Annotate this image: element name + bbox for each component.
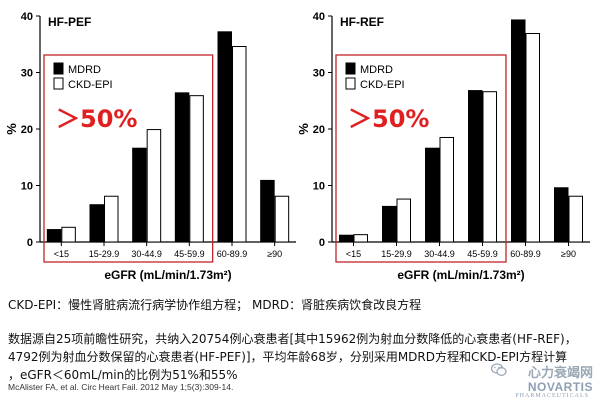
chart1-mdrd-bar (132, 147, 147, 243)
chart2-y-tick-label: 30 (313, 68, 325, 80)
chart2-mdrd-bar (554, 187, 569, 243)
reference-citation: McAlister FA, et al. Circ Heart Fail. 20… (8, 382, 234, 392)
chart1-ckd-epi-bar (274, 195, 290, 243)
chart2-highlight-box (335, 54, 507, 263)
wechat-icon (491, 363, 507, 376)
description-line-2: 4792例为射血分数保留的心衰患者(HF-PEF)]，平均年龄68岁，分别采用M… (8, 350, 568, 364)
charts-canvas: 0 10 20 30 40% HF-PEF <15 15-29.9 30-44.9 45-59.9… (4, 11, 590, 282)
chart1-y-tick-label: 40 (21, 11, 33, 23)
chart2-ckd-epi-bar (353, 234, 368, 243)
chart1-x-tick-label: 30-44.9 (131, 249, 162, 259)
chart2-mdrd-bar (468, 90, 483, 243)
chart2-legend-label-ckd-epi: CKD-EPI (360, 79, 405, 91)
description-line-1: 数据源自25项前瞻性研究，共纳入20754例心衰患者[其中15962例为射血分数… (8, 332, 577, 346)
chart1-x-tick-label: 45-59.9 (174, 249, 205, 259)
chart2-y-tick-label: 40 (313, 11, 325, 23)
chart2-legend-label-mdrd: MDRD (360, 64, 393, 76)
chart2-title: HF-REF (340, 15, 384, 29)
description-line-3: ，eGFR＜60mL/min的比例为51%和55% (8, 368, 238, 382)
chart1-x-tick-label: <15 (54, 249, 69, 259)
chart2-legend-swatch-mdrd (345, 62, 356, 75)
chart1-ckd-epi-bar (232, 46, 247, 243)
chart1-y-tick-label: 20 (21, 124, 33, 136)
chart1-x-tick-label: 15-29.9 (89, 249, 120, 259)
chart2-x-tick-label: 15-29.9 (381, 249, 412, 259)
chart1-ckd-epi-bar (189, 95, 204, 243)
chart2-y-tick-label: 20 (313, 124, 325, 136)
novartis-logo: NOVARTIS (527, 380, 593, 394)
chart2-ckd-epi-bar (482, 91, 497, 243)
chart2-mdrd-bar (511, 19, 526, 243)
chart2-mdrd-bar (339, 234, 354, 243)
chart1-x-tick-label: 60-89.9 (217, 249, 248, 259)
chart1-ckd-epi-bar (104, 195, 119, 243)
chart2-y-label: % (296, 123, 311, 135)
chart1-mdrd-bar (174, 92, 190, 243)
chart2-ckd-epi-bar (568, 195, 583, 243)
chart1-highlight-box (43, 54, 214, 263)
chart2-legend-swatch-ckd-epi (345, 77, 356, 90)
chart1-legend-swatch-ckd-epi (53, 77, 64, 90)
chart1-x-label: eGFR (mL/min/1.73m²) (104, 268, 231, 282)
chart2-ckd-epi-bar (525, 33, 540, 243)
chart1-legend-swatch-mdrd (53, 62, 64, 75)
chart1-legend-label-ckd-epi: CKD-EPI (68, 79, 113, 91)
chart1-y-label: % (4, 123, 19, 135)
chart1-y-tick-label: 30 (21, 68, 33, 80)
chart1-mdrd-bar (217, 31, 232, 243)
chart1-y-tick-label: 0 (27, 237, 33, 249)
chart1-mdrd-bar (46, 229, 62, 243)
watermark-text: 心力衰竭网 (527, 366, 593, 381)
chart1-legend-label-mdrd: MDRD (68, 64, 101, 76)
watermark: 心力衰竭网 NOVARTIS PHARMACEUTICALS (483, 362, 593, 399)
chart2-ckd-epi-bar (439, 136, 454, 243)
chart2-ckd-epi-bar (396, 198, 411, 243)
novartis-sub: PHARMACEUTICALS (515, 393, 589, 399)
chart1-mdrd-bar (260, 179, 275, 243)
chart2-mdrd-bar (382, 205, 397, 243)
chart2-x-tick-label: 60-89.9 (510, 249, 541, 259)
chart1-ckd-epi-bar (146, 129, 162, 243)
chart1-annotation-gt50: ＞50% (56, 105, 137, 133)
chart1-title: HF-PEF (48, 15, 91, 29)
chart2-y-tick-label: 10 (313, 181, 325, 193)
chart2-x-label: eGFR (mL/min/1.73m²) (397, 268, 524, 282)
chart2-x-tick-label: 45-59.9 (467, 249, 498, 259)
chart2-y-tick-label: 0 (319, 237, 325, 249)
chart1-mdrd-bar (89, 204, 104, 243)
chart2-mdrd-bar (425, 147, 440, 243)
chart1-ckd-epi-bar (61, 226, 76, 243)
chart1-y-tick-label: 10 (21, 181, 33, 193)
chart2-annotation-gt50: ＞50% (348, 105, 429, 133)
chart2-x-tick-label: <15 (346, 249, 361, 259)
chart2-x-tick-label: 30-44.9 (424, 249, 455, 259)
chart1-x-tick-label: ≥90 (267, 249, 282, 259)
abbreviation-note: CKD-EPI：慢性肾脏病流行病学协作组方程； MDRD：肾脏疾病饮食改良方程 (8, 298, 422, 312)
chart2-x-tick-label: ≥90 (561, 249, 576, 259)
